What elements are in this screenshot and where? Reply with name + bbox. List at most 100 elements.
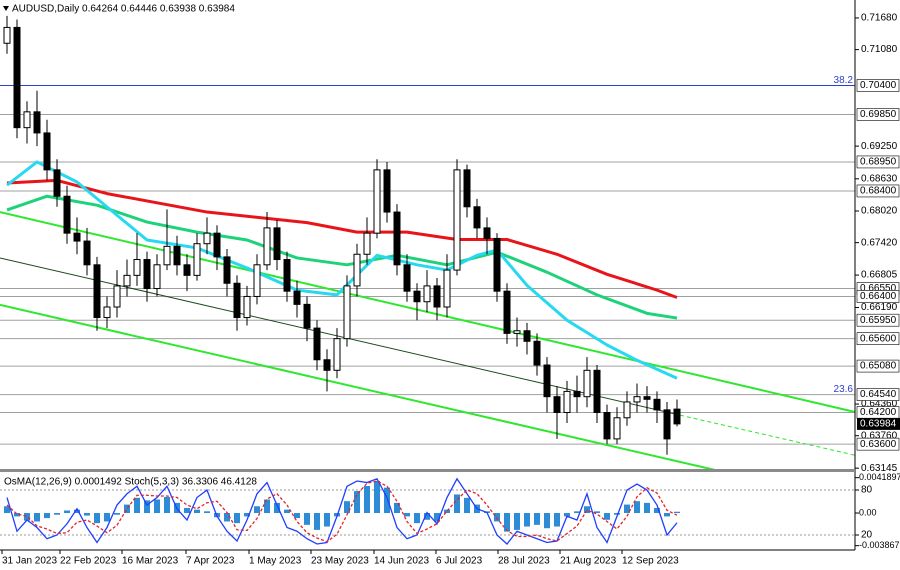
osma-bar [304, 513, 310, 525]
y-tick-label: 0.71080 [861, 44, 898, 55]
osma-bar [144, 500, 150, 514]
candle-body [583, 369, 591, 398]
y-tick-label: 0.63760 [861, 430, 898, 441]
osma-bar [124, 504, 130, 514]
candle-body [113, 285, 121, 308]
candle-body [143, 259, 151, 290]
osma-bar [364, 486, 370, 514]
y-tick-label: 0.68020 [861, 206, 898, 217]
osma-bar [94, 513, 100, 524]
level-label-box [856, 155, 900, 169]
level-label-box [856, 332, 900, 345]
candle-body [103, 306, 111, 319]
osma-bar [84, 513, 90, 516]
candle-body [483, 227, 491, 239]
candle-body [573, 390, 581, 398]
candle-body [223, 256, 231, 284]
osma-bar [244, 513, 250, 517]
level-label-box [856, 437, 900, 451]
candle-body [353, 253, 361, 287]
candle-body [293, 290, 301, 305]
candle-body [623, 401, 631, 419]
fib-label: 23.6 [834, 384, 854, 395]
x-tick-label: 16 Mar 2023 [122, 556, 179, 567]
osma-bar [254, 506, 260, 514]
osma-bar [434, 513, 440, 522]
candle-body [473, 206, 481, 229]
osma-bar [394, 502, 400, 514]
candle-body [363, 232, 371, 255]
osma-bar [204, 511, 210, 514]
candle-body [213, 232, 221, 258]
candle-body [533, 340, 541, 366]
level-label-box [856, 79, 900, 92]
osma-bar [594, 511, 600, 514]
osma-bar [674, 511, 680, 514]
y-tick-label: 0.71680 [861, 13, 898, 24]
candle-body [563, 390, 571, 414]
osma-bar [314, 513, 320, 530]
candle-body [233, 282, 241, 319]
osma-bar [494, 513, 500, 522]
level-label: 0.70400 [860, 80, 897, 91]
candle-body [243, 295, 251, 319]
y-tick-label: 0.63145 [861, 463, 898, 474]
channel-line [0, 303, 716, 471]
x-tick-label: 14 Jun 2023 [374, 556, 429, 567]
candle-body [23, 111, 31, 129]
level-label: 0.64540 [860, 389, 897, 400]
candle-body [123, 274, 131, 287]
candle-body [453, 169, 461, 271]
osma-bar [274, 502, 280, 514]
candle-body [373, 169, 381, 234]
candle-body [443, 269, 451, 308]
osma-bar [324, 513, 330, 527]
last-price-box [857, 417, 900, 430]
candle-body [63, 195, 71, 234]
x-tick-label: 12 Sep 2023 [622, 556, 679, 567]
candle-body [553, 396, 561, 414]
y-tick-label: 0.66805 [861, 270, 898, 281]
osma-bar [224, 513, 230, 522]
level-label-box [856, 184, 900, 198]
osma-bar [384, 487, 390, 514]
candle-body [503, 290, 511, 334]
osma-bar [354, 491, 360, 514]
osma-bar [544, 513, 550, 529]
candle-body [83, 240, 91, 266]
candle-body [183, 264, 191, 276]
osma-bar [264, 499, 270, 514]
last-price-label: 0.63984 [860, 419, 897, 430]
osma-bar [344, 501, 350, 514]
osma-bar [414, 513, 420, 524]
y-tick-label: 0.00 [859, 507, 877, 517]
candle-body [193, 243, 201, 276]
x-tick-label: 28 Jul 2023 [498, 556, 550, 567]
candle-body [93, 264, 101, 319]
candle-body [423, 285, 431, 303]
osma-bar [554, 513, 560, 527]
osma-bar [604, 513, 610, 520]
candle-body [53, 169, 61, 197]
candle-body [203, 232, 211, 245]
osma-bar [234, 513, 240, 524]
x-tick-label: 7 Apr 2023 [186, 556, 235, 567]
y-tick-label: -0.003867 [859, 540, 900, 550]
osma-bar [104, 513, 110, 522]
y-tick-label: 0.64360 [861, 399, 898, 410]
candle-body [263, 227, 271, 266]
candle-body [433, 285, 441, 308]
candle-body [383, 169, 391, 213]
osma-bar [164, 496, 170, 514]
osma-bar [374, 480, 380, 514]
level-label: 0.65080 [860, 361, 897, 372]
candle-body [33, 111, 41, 134]
candle-body [153, 264, 161, 290]
osma-bar [584, 506, 590, 514]
osma-bar [184, 507, 190, 514]
osma-bar [644, 502, 650, 514]
candle-body [543, 364, 551, 398]
y-tick-label: 0.66190 [861, 302, 898, 313]
level-label: 0.65600 [860, 333, 897, 344]
